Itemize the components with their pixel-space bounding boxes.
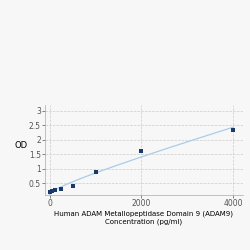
X-axis label: Human ADAM Metallopeptidase Domain 9 (ADAM9)
Concentration (pg/ml): Human ADAM Metallopeptidase Domain 9 (AD… bbox=[54, 211, 233, 225]
Y-axis label: OD: OD bbox=[15, 141, 28, 150]
